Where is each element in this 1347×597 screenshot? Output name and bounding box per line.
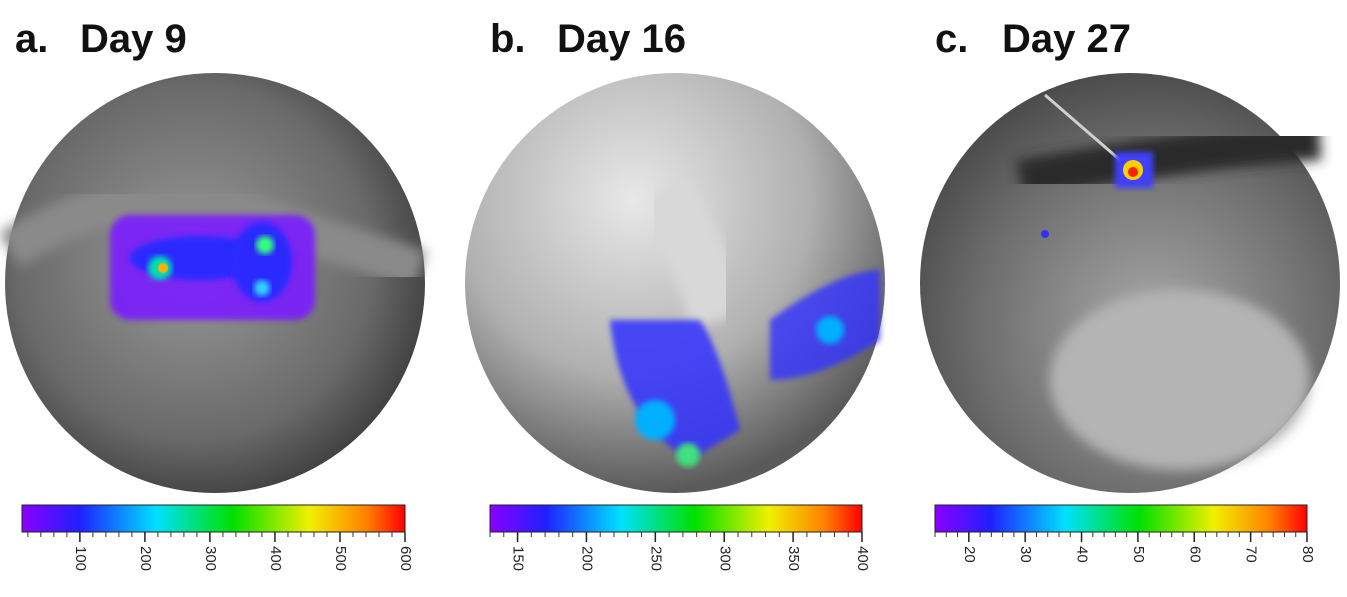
- panel-title: Day 27: [1002, 17, 1131, 61]
- tick-label: 400: [854, 546, 871, 571]
- tick-label: 200: [137, 546, 154, 571]
- image-b: [465, 73, 885, 493]
- tick-label: 40: [1074, 546, 1091, 563]
- tick-label: 200: [578, 546, 595, 571]
- tick-label: 500: [332, 546, 349, 571]
- panel-title: Day 9: [80, 17, 187, 61]
- image-a: [0, 73, 427, 493]
- tick-label: 60: [1186, 546, 1203, 563]
- tick-label: 300: [716, 546, 733, 571]
- tick-label: 100: [72, 546, 89, 571]
- panel-letter: b.: [490, 17, 526, 61]
- tick-label: 30: [1017, 546, 1034, 563]
- panel-letter: c.: [935, 17, 968, 61]
- colorbar: [489, 504, 863, 533]
- tick-label: 300: [202, 546, 219, 571]
- tick-label: 350: [785, 546, 802, 571]
- tick-label: 80: [1299, 546, 1316, 563]
- tick-label: 20: [961, 546, 978, 563]
- tick-label: 50: [1130, 546, 1147, 563]
- tick-label: 150: [510, 546, 527, 571]
- tick-label: 70: [1243, 546, 1260, 563]
- tick-label: 600: [397, 546, 414, 571]
- colorbar: [21, 504, 406, 533]
- tick-label: 250: [647, 546, 664, 571]
- tick-label: 400: [267, 546, 284, 571]
- colorbar: [934, 504, 1308, 533]
- image-c: [920, 73, 1340, 493]
- panel-title: Day 16: [557, 17, 686, 61]
- panel-letter: a.: [15, 17, 48, 61]
